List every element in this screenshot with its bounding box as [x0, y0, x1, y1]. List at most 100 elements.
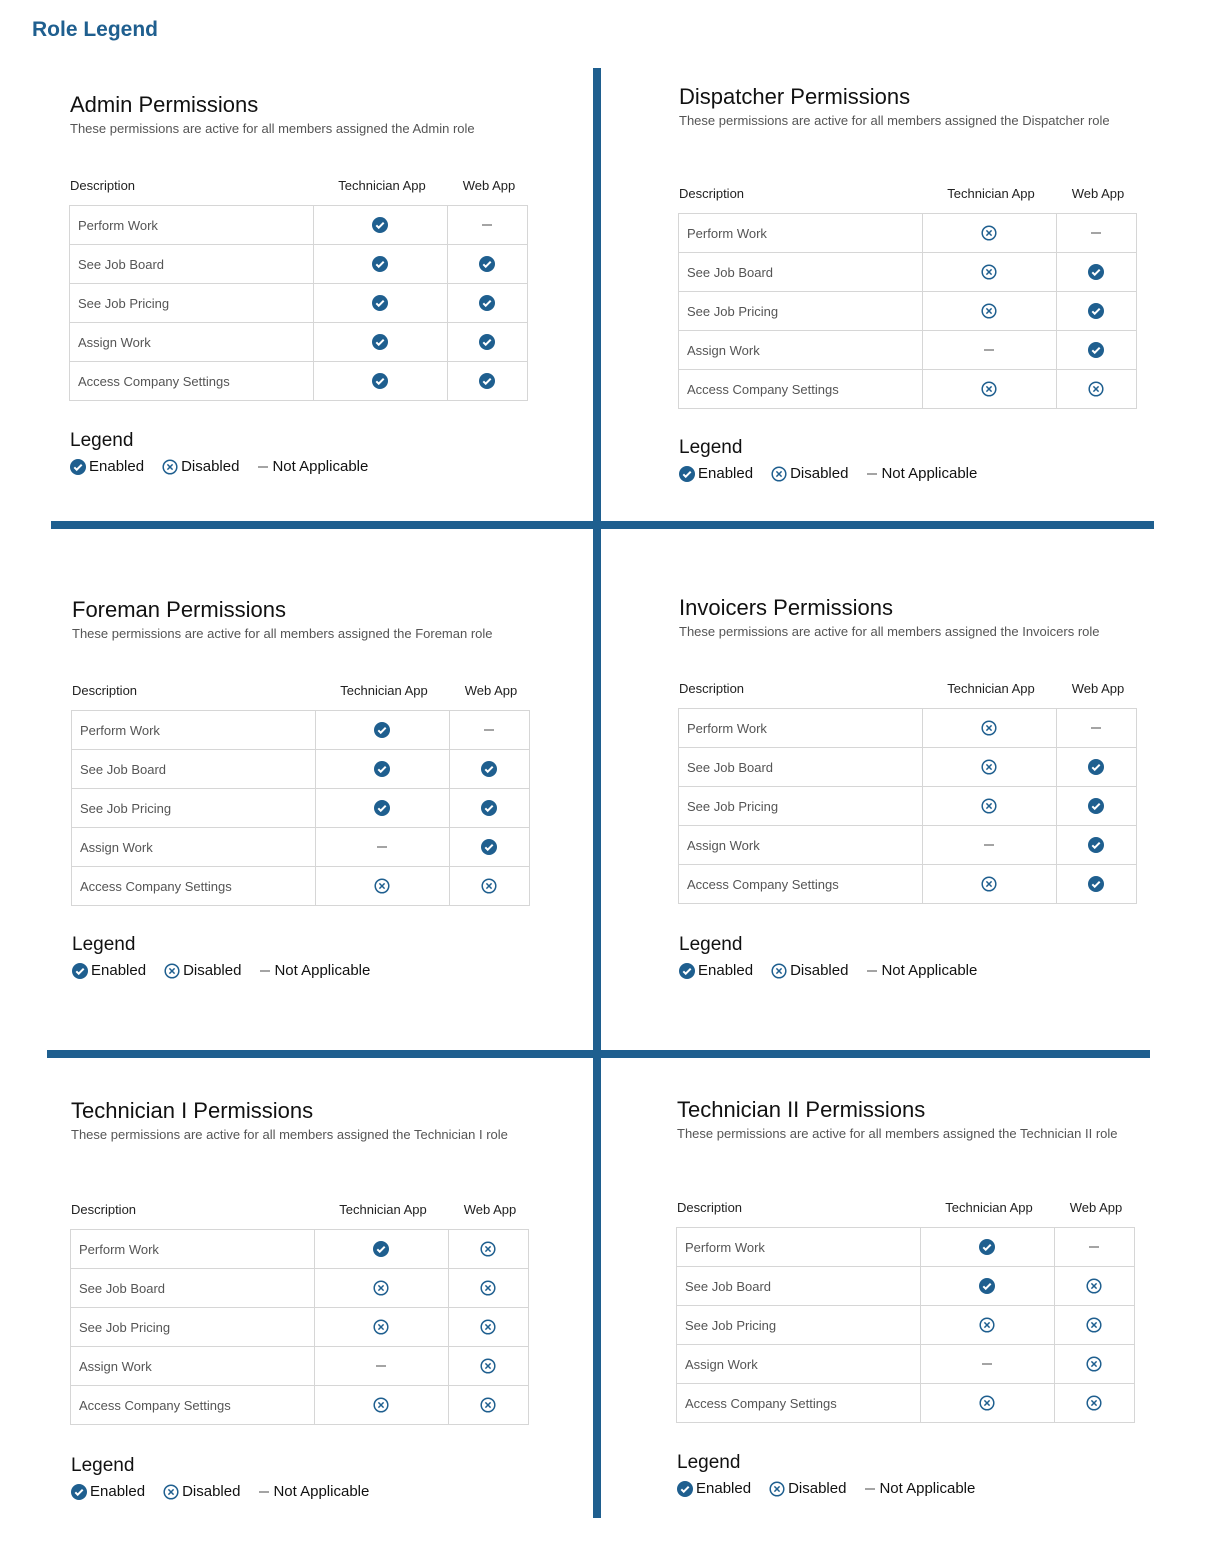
legend-icon — [71, 1483, 87, 1500]
table-row: See Job Pricing — [678, 786, 1138, 826]
column-header: Web App — [462, 178, 516, 193]
status-icon — [1091, 727, 1102, 729]
status-icon — [1088, 876, 1105, 893]
status-icon — [1088, 798, 1105, 815]
table-row: See Job Board — [676, 1266, 1136, 1306]
panel-subtitle: These permissions are active for all mem… — [679, 624, 1100, 639]
row-description: See Job Pricing — [676, 1305, 921, 1345]
legend-items: Enabled Disabled Not Applicable — [72, 962, 388, 979]
status-cell — [314, 1385, 449, 1425]
legend-item: Not Applicable — [881, 962, 978, 979]
status-cell — [1055, 708, 1138, 748]
column-header: Web App — [1071, 681, 1125, 696]
table-row: Perform Work — [678, 213, 1138, 253]
row-description: Access Company Settings — [678, 369, 923, 409]
status-cell — [1055, 786, 1138, 826]
table-row: See Job Board — [69, 244, 529, 284]
column-header: Web App — [1071, 186, 1125, 201]
row-description: Assign Work — [676, 1344, 921, 1384]
legend-item: Enabled — [90, 1483, 146, 1500]
permissions-table: Perform Work See Job Board See Job Pricing… — [676, 1227, 1136, 1423]
status-icon — [372, 256, 389, 273]
status-icon — [979, 1278, 996, 1295]
legend-items: Enabled Disabled Not Applicable — [679, 465, 995, 482]
status-icon — [981, 264, 997, 280]
status-cell — [315, 788, 450, 828]
row-description: Access Company Settings — [678, 864, 923, 904]
table-row: Access Company Settings — [678, 864, 1138, 904]
status-cell — [447, 1346, 530, 1386]
status-icon — [981, 759, 997, 775]
legend-items: Enabled Disabled Not Applicable — [677, 1480, 993, 1497]
status-icon — [1088, 303, 1105, 320]
column-header: Technician App — [947, 186, 1035, 201]
status-cell — [922, 291, 1057, 331]
status-cell — [446, 205, 529, 245]
status-icon — [1089, 1246, 1100, 1248]
status-icon — [373, 1241, 390, 1258]
status-icon — [984, 349, 995, 351]
status-cell — [446, 361, 529, 401]
legend-item: Enabled — [89, 458, 145, 475]
status-icon — [372, 373, 389, 390]
status-icon — [376, 1365, 387, 1367]
table-row: See Job Board — [678, 252, 1138, 292]
table-row: Assign Work — [70, 1346, 530, 1386]
row-description: Access Company Settings — [71, 866, 316, 906]
status-icon — [480, 1241, 496, 1257]
status-cell — [920, 1383, 1055, 1423]
status-icon — [479, 373, 496, 390]
status-cell — [315, 827, 450, 867]
status-icon — [484, 729, 495, 731]
status-cell — [1055, 330, 1138, 370]
row-description: Assign Work — [678, 330, 923, 370]
table-row: See Job Pricing — [71, 788, 531, 828]
legend-icon — [864, 1481, 876, 1497]
status-cell — [1053, 1227, 1136, 1267]
permissions-table: Perform Work See Job Board See Job Pricing… — [678, 708, 1138, 904]
table-row: Access Company Settings — [678, 369, 1138, 409]
legend-items: Enabled Disabled Not Applicable — [679, 962, 995, 979]
status-icon — [480, 1358, 496, 1374]
status-icon — [479, 295, 496, 312]
column-header: Web App — [463, 1202, 517, 1217]
panel-subtitle: These permissions are active for all mem… — [72, 626, 493, 641]
table-row: See Job Pricing — [70, 1307, 530, 1347]
table-row: Perform Work — [71, 710, 531, 750]
status-icon — [479, 334, 496, 351]
status-cell — [315, 749, 450, 789]
status-icon — [372, 295, 389, 312]
table-row: Access Company Settings — [71, 866, 531, 906]
row-description: See Job Board — [70, 1268, 315, 1308]
legend-icon — [163, 1483, 179, 1500]
legend-title: Legend — [679, 934, 743, 955]
row-description: Assign Work — [678, 825, 923, 865]
legend-icon — [162, 458, 178, 475]
status-cell — [1053, 1266, 1136, 1306]
column-header: Description — [71, 1202, 137, 1217]
column-header: Technician App — [339, 1202, 427, 1217]
column-header: Description — [72, 683, 138, 698]
status-cell — [922, 864, 1057, 904]
status-icon — [481, 839, 498, 856]
table-row: Access Company Settings — [70, 1385, 530, 1425]
legend-item: Disabled — [790, 962, 849, 979]
status-icon — [981, 303, 997, 319]
status-cell — [1053, 1344, 1136, 1384]
status-icon — [480, 1280, 496, 1296]
status-cell — [447, 1307, 530, 1347]
legend-icon — [769, 1480, 785, 1497]
permissions-table: Perform Work See Job Board See Job Pricing… — [71, 710, 531, 906]
panel-title: Dispatcher Permissions — [679, 84, 911, 109]
legend-item: Disabled — [181, 458, 240, 475]
row-description: See Job Board — [71, 749, 316, 789]
status-cell — [1055, 252, 1138, 292]
table-row: See Job Pricing — [676, 1305, 1136, 1345]
status-icon — [372, 334, 389, 351]
row-description: Perform Work — [678, 708, 923, 748]
legend-icon — [679, 962, 695, 979]
status-icon — [481, 878, 497, 894]
legend-item: Enabled — [698, 962, 754, 979]
status-icon — [1086, 1356, 1102, 1372]
panel-title: Admin Permissions — [70, 92, 259, 117]
